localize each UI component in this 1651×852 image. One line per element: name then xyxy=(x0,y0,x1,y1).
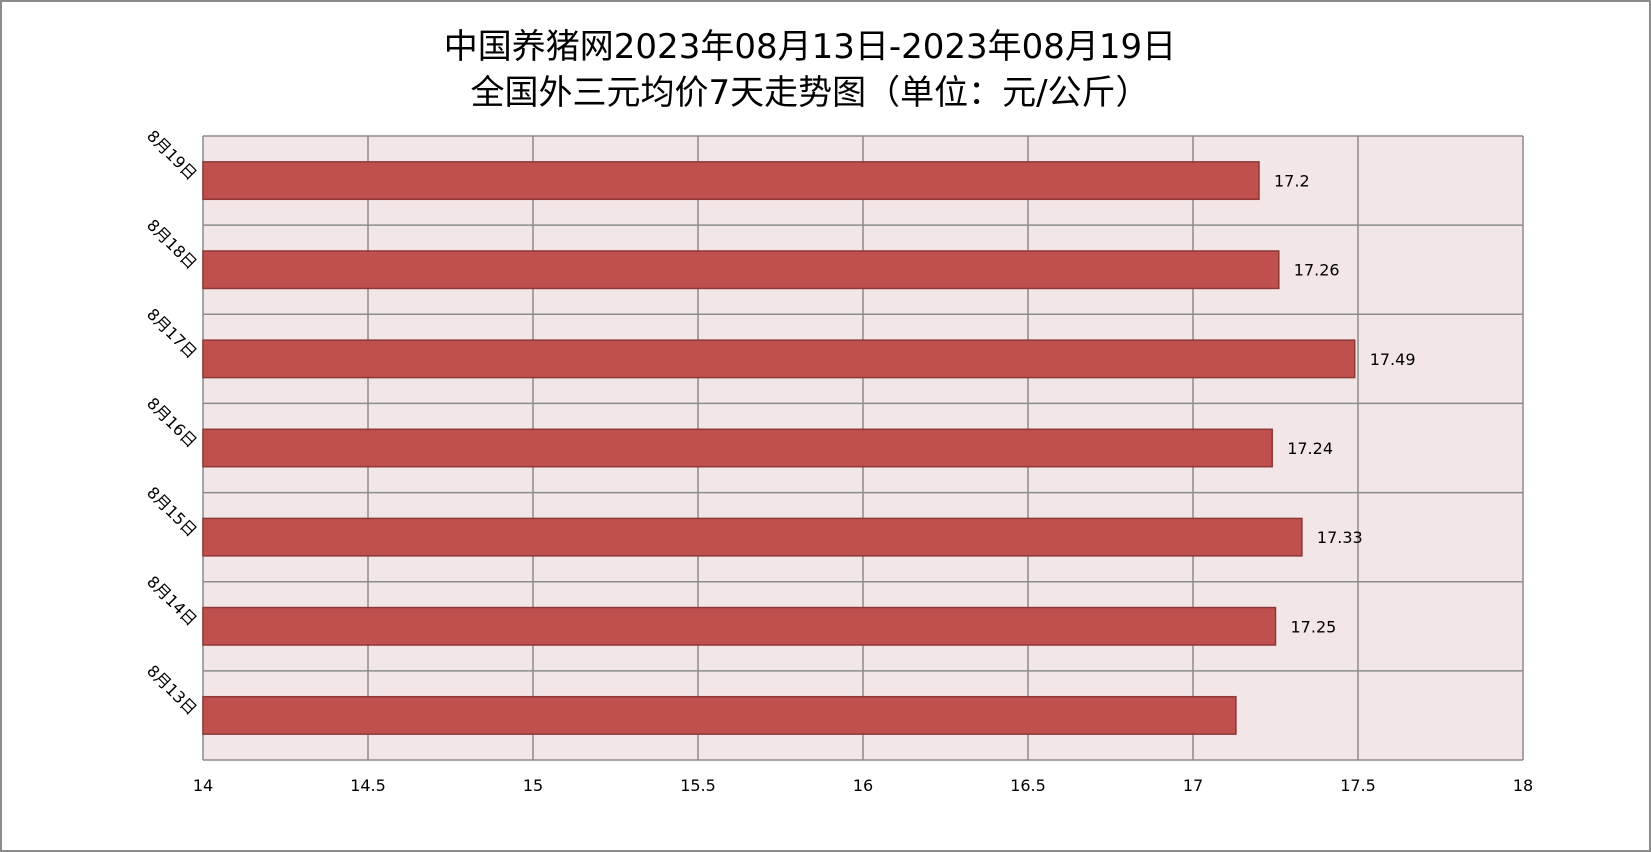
data-label: 17.33 xyxy=(1317,528,1363,547)
x-tick-label: 15 xyxy=(523,776,543,795)
plot-area: 14 14.5 15 15.5 16 16.5 17 17.5 188月13日17.258月14… xyxy=(143,126,1533,795)
x-tick-label: 14 xyxy=(193,776,213,795)
data-label: 17.26 xyxy=(1294,261,1340,280)
x-tick-label: 15.5 xyxy=(680,776,716,795)
x-tick-label: 17.5 xyxy=(1340,776,1376,795)
data-label: 17.49 xyxy=(1370,350,1416,369)
bar-6 xyxy=(202,250,1280,290)
x-tick-label: 18 xyxy=(1513,776,1533,795)
data-label: 17.2 xyxy=(1274,172,1310,191)
bar-4 xyxy=(202,428,1273,468)
bar-3 xyxy=(202,517,1303,557)
x-tick-label: 14.5 xyxy=(350,776,386,795)
bar-2 xyxy=(202,606,1277,646)
bar-1 xyxy=(202,695,1237,735)
x-tick-label: 16.5 xyxy=(1010,776,1046,795)
bar-5 xyxy=(202,339,1356,379)
data-label: 17.25 xyxy=(1291,617,1337,636)
chart-title-line-1: 中国养猪网2023年08月13日-2023年08月19日 xyxy=(444,27,1176,67)
x-tick-label: 16 xyxy=(853,776,873,795)
chart-title-line-2: 全国外三元均价7天走势图（单位：元/公斤） xyxy=(470,73,1149,113)
x-tick-label: 17 xyxy=(1183,776,1203,795)
data-label: 17.24 xyxy=(1287,439,1333,458)
bar-7 xyxy=(202,161,1260,201)
